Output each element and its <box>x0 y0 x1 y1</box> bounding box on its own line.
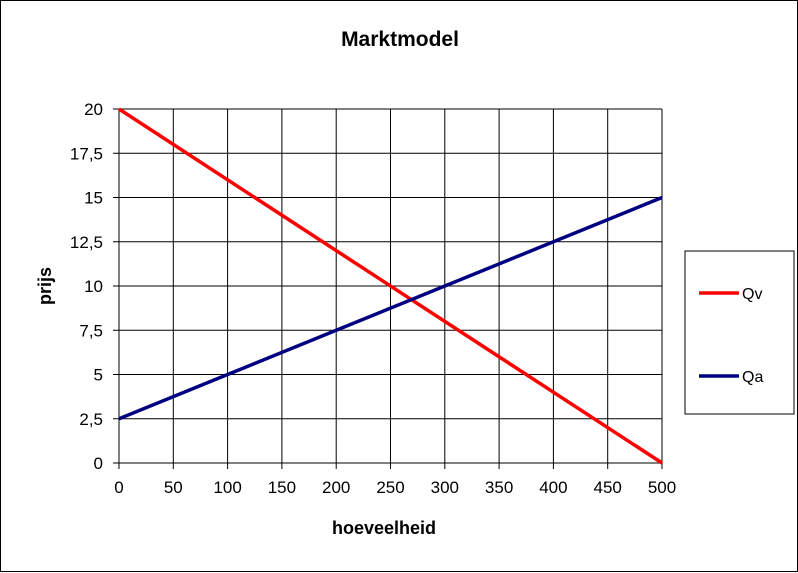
y-axis-title: prijs <box>35 267 55 305</box>
x-tick-label: 150 <box>268 478 296 497</box>
x-tick-label: 250 <box>376 478 404 497</box>
y-tick-label: 17,5 <box>70 144 103 163</box>
x-tick-label: 200 <box>322 478 350 497</box>
series-layer <box>118 107 663 465</box>
legend-label-qv: Qv <box>742 286 762 303</box>
y-tick-label: 20 <box>84 100 103 119</box>
y-tick-label: 2,5 <box>79 410 103 429</box>
y-tick-label: 7,5 <box>79 321 103 340</box>
chart-title: Marktmodel <box>341 28 459 51</box>
x-tick-label: 400 <box>539 478 567 497</box>
series-line-qv <box>118 107 663 465</box>
x-tick-label: 450 <box>594 478 622 497</box>
y-tick-label: 10 <box>84 277 103 296</box>
y-tick-label: 12,5 <box>70 233 103 252</box>
legend: Qv Qa <box>684 250 795 415</box>
x-tick-label: 500 <box>648 478 676 497</box>
legend-items: Qv Qa <box>699 286 763 386</box>
x-tick-label: 50 <box>164 478 183 497</box>
legend-label-qa: Qa <box>742 369 763 386</box>
legend-box <box>684 250 795 415</box>
x-tick-label: 350 <box>485 478 513 497</box>
y-tick-label: 5 <box>94 366 103 385</box>
x-axis-title: hoeveelheid <box>332 518 436 538</box>
x-tick-label: 100 <box>213 478 241 497</box>
y-tick-label: 0 <box>94 454 103 473</box>
x-tick-label: 300 <box>431 478 459 497</box>
x-tick-label: 0 <box>114 478 123 497</box>
x-axis-ticks: 0 50 100 150 200 250 300 350 400 450 500 <box>114 463 676 497</box>
y-axis-ticks: 0 2,5 5 7,5 10 12,5 15 17,5 20 <box>70 100 119 473</box>
grid <box>118 108 663 464</box>
y-tick-label: 15 <box>84 189 103 208</box>
series-line-qa <box>118 195 663 421</box>
